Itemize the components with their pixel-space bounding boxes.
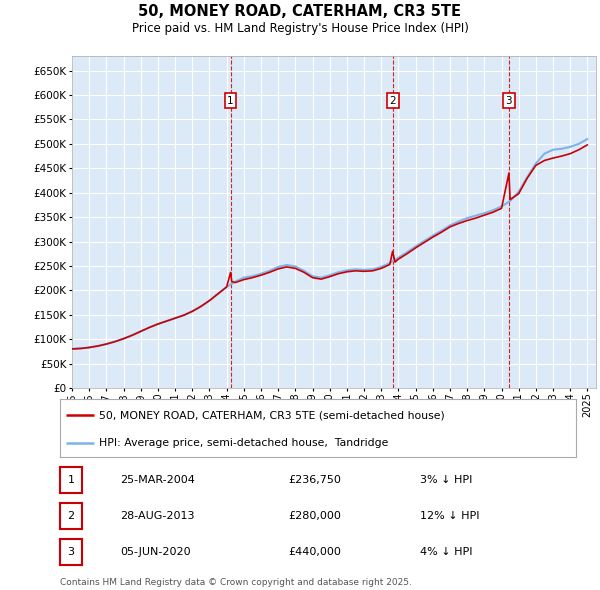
Text: 50, MONEY ROAD, CATERHAM, CR3 5TE: 50, MONEY ROAD, CATERHAM, CR3 5TE [139,4,461,19]
Text: 05-JUN-2020: 05-JUN-2020 [120,547,191,557]
Text: £280,000: £280,000 [288,511,341,521]
Text: 28-AUG-2013: 28-AUG-2013 [120,511,194,521]
Text: £440,000: £440,000 [288,547,341,557]
Text: Price paid vs. HM Land Registry's House Price Index (HPI): Price paid vs. HM Land Registry's House … [131,22,469,35]
Text: 1: 1 [67,475,74,485]
Text: 2: 2 [389,96,396,106]
Text: 50, MONEY ROAD, CATERHAM, CR3 5TE (semi-detached house): 50, MONEY ROAD, CATERHAM, CR3 5TE (semi-… [98,410,445,420]
Text: 1: 1 [227,96,234,106]
Text: HPI: Average price, semi-detached house,  Tandridge: HPI: Average price, semi-detached house,… [98,438,388,447]
Text: 4% ↓ HPI: 4% ↓ HPI [420,547,473,557]
Text: 25-MAR-2004: 25-MAR-2004 [120,475,195,485]
Text: £236,750: £236,750 [288,475,341,485]
Text: 3: 3 [506,96,512,106]
Text: 3% ↓ HPI: 3% ↓ HPI [420,475,472,485]
Text: 3: 3 [67,547,74,557]
Text: Contains HM Land Registry data © Crown copyright and database right 2025.
This d: Contains HM Land Registry data © Crown c… [60,578,412,590]
Text: 2: 2 [67,511,74,521]
Text: 12% ↓ HPI: 12% ↓ HPI [420,511,479,521]
